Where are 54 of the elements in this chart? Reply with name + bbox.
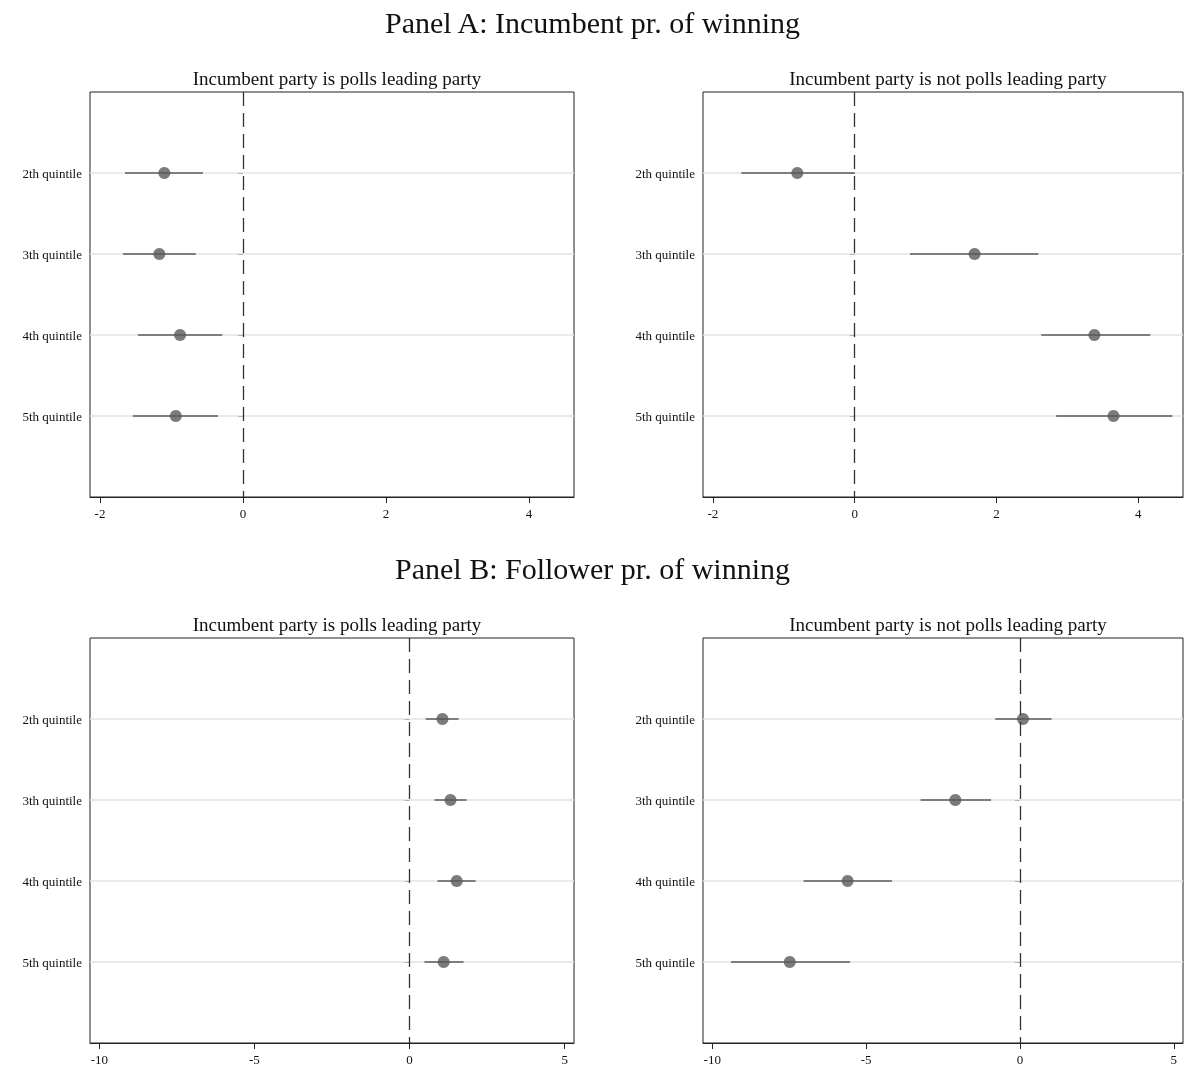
point xyxy=(169,410,182,422)
point xyxy=(968,248,981,260)
y-tick-label: 2th quintile xyxy=(635,165,696,181)
y-tick-label: 5th quintile xyxy=(635,954,696,970)
y-tick-label: 5th quintile xyxy=(635,408,696,424)
x-tick-label: -5 xyxy=(249,1052,260,1067)
y-tick-label: 2th quintile xyxy=(635,711,696,727)
y-tick-label: 4th quintile xyxy=(635,873,696,889)
point xyxy=(1088,329,1101,341)
y-tick-label: 3th quintile xyxy=(22,246,83,262)
point xyxy=(174,329,187,341)
x-tick-label: 0 xyxy=(1016,1052,1024,1067)
y-tick-label: 4th quintile xyxy=(635,327,696,343)
x-tick-label: -2 xyxy=(94,506,106,521)
x-tick-label: 2 xyxy=(382,506,390,521)
x-tick-label: -10 xyxy=(703,1052,721,1067)
y-tick-label: 5th quintile xyxy=(22,954,83,970)
point xyxy=(158,167,171,179)
x-tick-label: 0 xyxy=(406,1052,413,1067)
y-tick-label: 5th quintile xyxy=(22,408,83,424)
point xyxy=(841,875,854,887)
chart-title: Incumbent party is not polls leading party xyxy=(789,614,1108,635)
point xyxy=(436,713,449,725)
y-tick-label: 3th quintile xyxy=(635,792,696,808)
x-tick-label: 0 xyxy=(851,506,858,521)
y-tick-label: 3th quintile xyxy=(635,246,696,262)
y-tick-label: 3th quintile xyxy=(22,792,83,808)
chart-title: Incumbent party is not polls leading party xyxy=(789,68,1108,89)
text: Panel B: Follower pr. of winning xyxy=(394,552,791,586)
x-tick-label: 0 xyxy=(239,506,247,521)
y-tick-label: 4th quintile xyxy=(22,327,83,343)
point xyxy=(949,794,962,806)
x-tick-label: 5 xyxy=(1170,1052,1178,1067)
x-tick-label: 4 xyxy=(525,506,533,521)
x-tick-label: 4 xyxy=(1135,506,1143,521)
point xyxy=(437,956,450,968)
point xyxy=(1017,713,1029,725)
point xyxy=(444,794,457,806)
y-tick-label: 2th quintile xyxy=(22,711,83,727)
point xyxy=(783,956,796,968)
chart-title: Incumbent party is polls leading party xyxy=(192,68,482,89)
chart-title: Incumbent party is polls leading party xyxy=(192,614,482,635)
x-tick-label: 2 xyxy=(993,506,1000,521)
x-tick-label: -10 xyxy=(90,1052,108,1067)
point xyxy=(1107,410,1120,422)
point xyxy=(791,167,804,179)
y-tick-label: 2th quintile xyxy=(22,165,83,181)
point xyxy=(450,875,463,887)
x-tick-label: -5 xyxy=(860,1052,872,1067)
x-tick-label: 5 xyxy=(561,1052,568,1067)
x-tick-label: -2 xyxy=(707,506,719,521)
y-tick-label: 4th quintile xyxy=(22,873,83,889)
point xyxy=(153,248,166,260)
text: Panel A: Incumbent pr. of winning xyxy=(384,6,801,40)
